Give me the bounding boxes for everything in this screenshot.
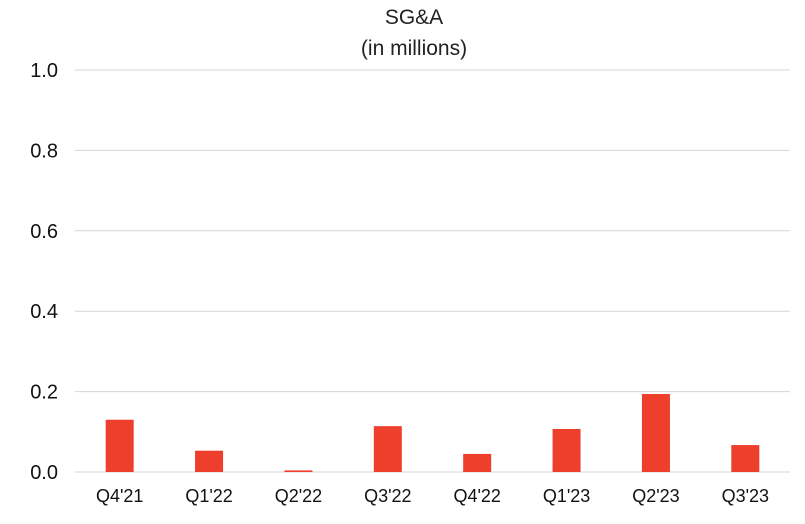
y-tick-label: 0.0: [30, 462, 58, 484]
y-axis-tick-labels: 0.0 0.2 0.4 0.6 0.8 1.0: [30, 60, 58, 484]
y-tick-label: 0.8: [30, 140, 58, 162]
x-category-label: Q1'22: [185, 486, 232, 506]
x-category-label: Q4'21: [96, 486, 143, 506]
x-category-label: Q3'23: [722, 486, 769, 506]
chart-title: SG&A: [385, 6, 443, 29]
x-axis-category-labels: Q4'21 Q1'22 Q2'22 Q3'22 Q4'22 Q1'23 Q2'23 Q3'23: [96, 486, 769, 506]
x-category-label: Q4'22: [453, 486, 500, 506]
gridlines: [75, 69, 790, 473]
bar: [731, 445, 760, 472]
y-tick-label: 0.2: [30, 382, 58, 404]
bar: [195, 450, 224, 472]
y-tick-label: 0.4: [30, 301, 58, 323]
bar: [105, 419, 134, 472]
y-tick-label: 0.6: [30, 221, 58, 243]
bar: [284, 470, 313, 472]
bar: [552, 428, 581, 472]
x-category-label: Q2'22: [275, 486, 322, 506]
bar: [373, 426, 402, 472]
y-tick-label: 1.0: [30, 60, 58, 82]
x-category-label: Q3'22: [364, 486, 411, 506]
bars: [105, 394, 760, 472]
x-category-label: Q1'23: [543, 486, 590, 506]
chart-subtitle: (in millions): [361, 37, 467, 60]
bar: [641, 394, 670, 472]
bar: [463, 453, 492, 472]
x-category-label: Q2'23: [632, 486, 679, 506]
